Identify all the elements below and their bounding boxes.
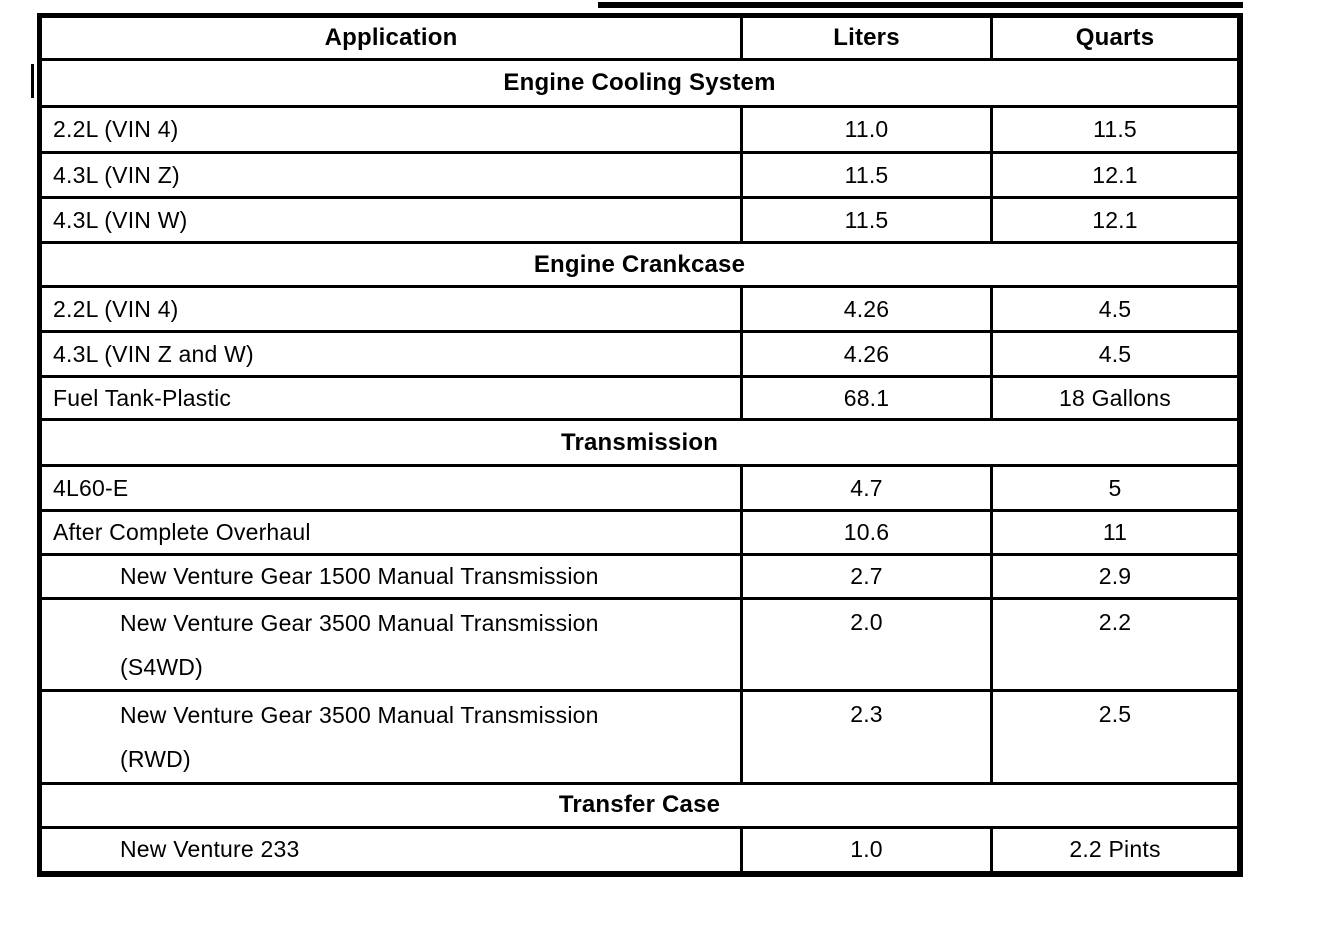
table-row: New Venture Gear 1500 Manual Transmissio…	[42, 553, 1237, 597]
quarts-cell: 11	[990, 512, 1237, 553]
liters-cell: 2.0	[740, 600, 990, 690]
liters-cell: 2.7	[740, 556, 990, 597]
quarts-cell: 12.1	[990, 154, 1237, 196]
column-header-application: Application	[324, 24, 458, 51]
quarts-cell: 2.5	[990, 692, 1237, 782]
table-row: After Complete Overhaul 10.6 11	[42, 509, 1237, 553]
section-row-engine-cooling-system: Engine Cooling System	[42, 58, 1237, 105]
application-cell: New Venture Gear 3500 Manual Transmissio…	[120, 702, 599, 773]
column-header-quarts: Quarts	[990, 18, 1237, 58]
table-row: 4.3L (VIN W) 11.5 12.1	[42, 196, 1237, 241]
liters-cell: 4.26	[740, 333, 990, 375]
table-row: Fuel Tank-Plastic 68.1 18 Gallons	[42, 375, 1237, 418]
application-cell: New Venture 233	[120, 836, 300, 863]
quarts-cell: 18 Gallons	[990, 378, 1237, 418]
quarts-cell: 2.2 Pints	[990, 828, 1237, 871]
section-title: Transfer Case	[558, 791, 721, 819]
section-title: Transmission	[560, 428, 719, 456]
liters-cell: 11.5	[740, 199, 990, 241]
quarts-cell: 11.5	[990, 108, 1237, 151]
section-title: Engine Cooling System	[503, 69, 776, 96]
liters-cell: 4.26	[740, 288, 990, 330]
quarts-cell: 5	[990, 467, 1237, 509]
application-cell: 4L60-E	[53, 474, 129, 501]
quarts-cell: 2.9	[990, 556, 1237, 597]
application-cell: 4.3L (VIN Z)	[53, 161, 180, 188]
header-row: Application Liters Quarts	[42, 18, 1237, 58]
application-cell: New Venture Gear 3500 Manual Transmissio…	[120, 610, 599, 680]
table-row: 2.2L (VIN 4) 4.26 4.5	[42, 285, 1237, 330]
section-row-transmission: Transmission	[42, 418, 1237, 464]
table-row: 4.3L (VIN Z) 11.5 12.1	[42, 151, 1237, 196]
liters-cell: 11.0	[740, 108, 990, 151]
application-cell: 2.2L (VIN 4)	[53, 116, 179, 142]
liters-cell: 11.5	[740, 154, 990, 196]
column-header-liters: Liters	[740, 18, 990, 58]
liters-cell: 4.7	[740, 467, 990, 509]
quarts-cell: 4.5	[990, 333, 1237, 375]
application-cell: After Complete Overhaul	[53, 519, 311, 545]
application-cell: 4.3L (VIN Z and W)	[53, 340, 254, 367]
liters-cell: 68.1	[740, 378, 990, 418]
application-cell: 2.2L (VIN 4)	[53, 295, 179, 322]
section-row-engine-crankcase: Engine Crankcase	[42, 241, 1237, 285]
application-cell: New Venture Gear 1500 Manual Transmissio…	[120, 563, 599, 589]
table-row: 4L60-E 4.7 5	[42, 464, 1237, 509]
section-row-transfer-case: Transfer Case	[42, 781, 1237, 826]
liters-cell: 2.3	[740, 692, 990, 782]
table-row: New Venture 233 1.0 2.2 Pints	[42, 825, 1237, 871]
application-cell: 4.3L (VIN W)	[53, 206, 188, 233]
scan-artifact	[31, 64, 34, 98]
table-row: 4.3L (VIN Z and W) 4.26 4.5	[42, 330, 1237, 375]
capacities-table: Application Liters Quarts Engine Cooling…	[37, 13, 1243, 877]
quarts-cell: 12.1	[990, 199, 1237, 241]
quarts-cell: 4.5	[990, 288, 1237, 330]
table-row: 2.2L (VIN 4) 11.0 11.5	[42, 105, 1237, 151]
section-title: Engine Crankcase	[533, 250, 746, 278]
table-row: New Venture Gear 3500 Manual Transmissio…	[42, 597, 1237, 690]
quarts-cell: 2.2	[990, 600, 1237, 690]
application-cell: Fuel Tank-Plastic	[53, 384, 232, 411]
liters-cell: 10.6	[740, 512, 990, 553]
liters-cell: 1.0	[740, 828, 990, 871]
table-row: New Venture Gear 3500 Manual Transmissio…	[42, 689, 1237, 782]
scan-artifact	[598, 2, 1243, 8]
